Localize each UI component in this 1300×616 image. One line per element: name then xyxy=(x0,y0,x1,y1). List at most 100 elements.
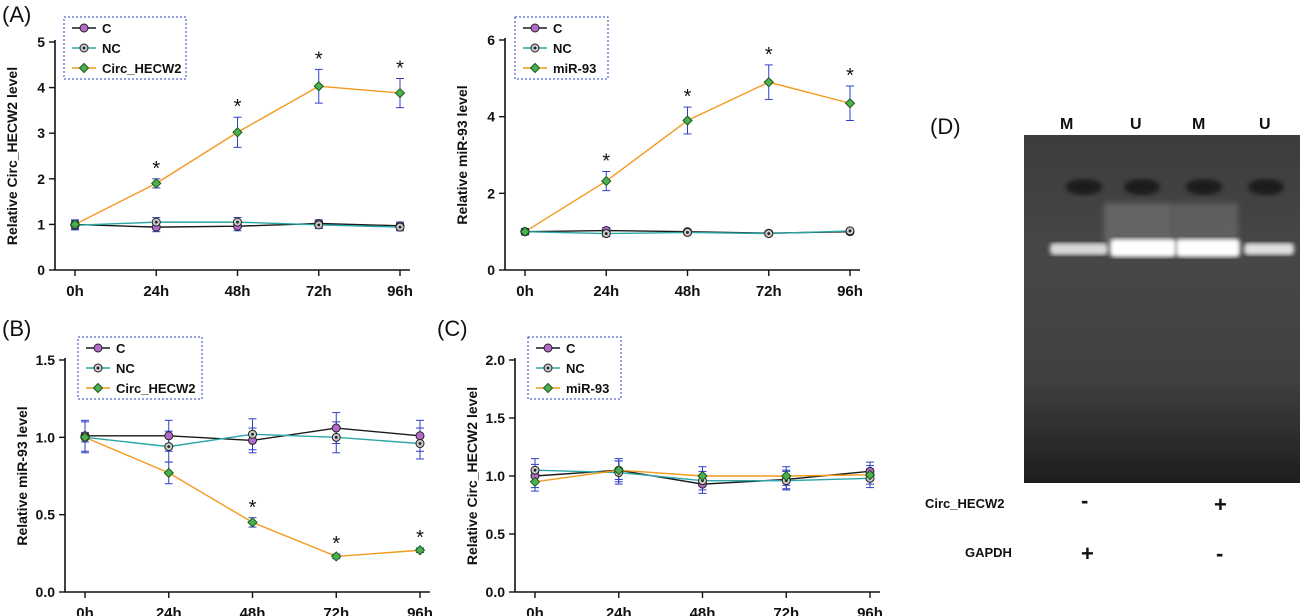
data-point-marker xyxy=(542,382,554,394)
data-point-center xyxy=(686,231,689,234)
legend-label: NC xyxy=(553,41,572,56)
data-point-marker xyxy=(78,62,90,74)
legend-label: NC xyxy=(566,361,585,376)
data-point-marker xyxy=(163,467,174,479)
data-point-center xyxy=(848,229,852,233)
x-tick-label: 96h xyxy=(857,605,883,616)
x-tick-label: 24h xyxy=(156,605,182,616)
significance-star: * xyxy=(152,158,160,180)
data-point-marker xyxy=(394,87,406,99)
y-tick-label: 3 xyxy=(37,125,45,141)
data-point-center xyxy=(251,432,254,436)
y-axis-label: Relative Circ_HECW2 level xyxy=(464,387,480,565)
panel-label-a: (A) xyxy=(2,2,32,27)
legend-label: Circ_HECW2 xyxy=(116,381,195,396)
data-point-marker xyxy=(864,469,876,481)
x-tick-label: 96h xyxy=(837,283,863,300)
data-point-marker xyxy=(331,551,342,562)
data-point-marker xyxy=(529,62,541,74)
y-tick-label: 0.5 xyxy=(486,526,506,542)
significance-star: * xyxy=(396,57,404,79)
significance-star: * xyxy=(332,533,340,555)
data-point-center xyxy=(317,223,321,227)
x-tick-label: 96h xyxy=(407,605,433,616)
data-point-marker xyxy=(79,432,91,443)
data-point-center xyxy=(82,46,86,50)
gel-sign: - xyxy=(1216,541,1224,566)
x-tick-label: 48h xyxy=(240,605,266,616)
gel-row-label-gapdh: GAPDH xyxy=(965,545,1012,560)
y-tick-label: 5 xyxy=(37,34,45,50)
x-tick-label: 72h xyxy=(306,283,332,300)
data-point-center xyxy=(154,220,158,224)
data-point-marker xyxy=(79,23,89,33)
y-tick-label: 4 xyxy=(487,109,495,125)
x-tick-label: 0h xyxy=(516,283,534,300)
legend-label: Circ_HECW2 xyxy=(102,61,181,76)
x-tick-label: 72h xyxy=(756,283,782,300)
gel-sign: + xyxy=(1081,541,1094,566)
data-point-marker xyxy=(530,23,540,33)
gel-lane-label: U xyxy=(1259,116,1271,133)
y-tick-label: 1.5 xyxy=(486,410,506,426)
gel-row-label-circ-hecw2: Circ_HECW2 xyxy=(925,496,1005,511)
legend-label: miR-93 xyxy=(566,381,609,396)
data-point-marker xyxy=(164,431,174,441)
y-tick-label: 0.5 xyxy=(36,507,56,523)
y-axis-label: Relative miR-93 level xyxy=(454,85,470,224)
significance-star: * xyxy=(684,86,692,108)
y-tick-label: 2 xyxy=(487,185,495,201)
legend-label: C xyxy=(566,341,576,356)
y-axis-label: Relative miR-93 level xyxy=(14,406,30,545)
legend-label: NC xyxy=(116,361,135,376)
data-point-marker xyxy=(92,382,104,394)
gel-sign: - xyxy=(1081,488,1089,513)
data-point-center xyxy=(167,445,171,449)
y-tick-label: 1.0 xyxy=(36,429,56,445)
data-point-center xyxy=(767,232,771,235)
data-point-center xyxy=(96,366,100,370)
x-tick-label: 0h xyxy=(526,605,544,616)
legend-label: C xyxy=(116,341,126,356)
x-tick-label: 0h xyxy=(66,283,84,300)
x-tick-label: 48h xyxy=(225,283,251,300)
gel-sign: + xyxy=(1214,492,1227,517)
legend-label: C xyxy=(102,21,112,36)
legend-label: NC xyxy=(102,41,121,56)
y-axis-label: Relative Circ_HECW2 level xyxy=(4,67,20,245)
y-tick-label: 6 xyxy=(487,32,495,48)
data-point-marker xyxy=(247,517,258,528)
data-point-center xyxy=(533,468,537,472)
data-point-marker xyxy=(313,81,324,92)
data-point-center xyxy=(334,435,338,439)
data-point-marker xyxy=(697,470,708,482)
y-tick-label: 4 xyxy=(37,80,45,96)
panel-label-d: (D) xyxy=(930,114,961,139)
data-point-marker xyxy=(414,545,426,556)
data-point-marker xyxy=(93,343,103,353)
data-point-center xyxy=(546,366,550,370)
x-tick-label: 72h xyxy=(323,605,349,616)
significance-star: * xyxy=(234,96,242,118)
gel-smears xyxy=(1104,203,1238,243)
significance-star: * xyxy=(765,44,773,66)
x-tick-label: 24h xyxy=(606,605,632,616)
x-tick-label: 24h xyxy=(143,283,169,300)
significance-star: * xyxy=(249,497,257,519)
y-tick-label: 0.0 xyxy=(486,584,506,600)
y-tick-label: 0 xyxy=(487,262,495,278)
data-point-marker xyxy=(69,219,81,230)
data-point-center xyxy=(236,220,239,224)
data-point-center xyxy=(533,46,537,50)
significance-star: * xyxy=(602,150,610,172)
panel-label-b: (B) xyxy=(2,316,32,341)
data-point-marker xyxy=(529,476,541,488)
data-point-marker xyxy=(763,76,774,88)
data-point-center xyxy=(398,225,402,229)
y-tick-label: 2 xyxy=(37,171,45,187)
y-tick-label: 1.5 xyxy=(36,352,56,368)
